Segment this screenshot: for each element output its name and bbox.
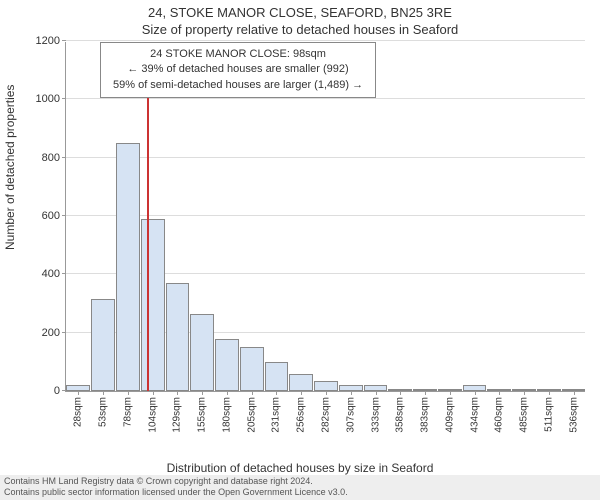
y-tick-mark xyxy=(62,215,66,216)
x-tick-mark xyxy=(276,391,277,395)
x-tick-label: 434sqm xyxy=(469,397,480,433)
x-tick-mark xyxy=(78,391,79,395)
x-tick-mark xyxy=(326,391,327,395)
y-tick-mark xyxy=(62,40,66,41)
x-tick-label: 78sqm xyxy=(122,397,133,427)
x-tick-mark xyxy=(549,391,550,395)
y-tick-label: 1000 xyxy=(36,93,60,105)
footer-attribution: Contains HM Land Registry data © Crown c… xyxy=(0,475,600,500)
x-tick-label: 256sqm xyxy=(296,397,307,433)
x-tick-mark xyxy=(227,391,228,395)
x-tick-label: 129sqm xyxy=(172,397,183,433)
x-tick-mark xyxy=(499,391,500,395)
y-tick-mark xyxy=(62,390,66,391)
histogram-bar xyxy=(314,381,338,391)
histogram-bar xyxy=(265,362,289,391)
x-tick-mark xyxy=(574,391,575,395)
x-tick-mark xyxy=(301,391,302,395)
x-tick-label: 536sqm xyxy=(568,397,579,433)
chart-subtitle: Size of property relative to detached ho… xyxy=(0,22,600,37)
x-tick-label: 307sqm xyxy=(345,397,356,433)
x-tick-label: 205sqm xyxy=(246,397,257,433)
info-box: 24 STOKE MANOR CLOSE: 98sqm ← 39% of det… xyxy=(100,42,376,98)
x-tick-mark xyxy=(425,391,426,395)
info-line-3: 59% of semi-detached houses are larger (… xyxy=(113,78,363,93)
x-tick-mark xyxy=(202,391,203,395)
x-tick-mark xyxy=(103,391,104,395)
histogram-bar xyxy=(91,299,115,391)
y-tick-mark xyxy=(62,273,66,274)
histogram-bar xyxy=(116,143,140,391)
histogram-bar xyxy=(240,347,264,391)
x-tick-mark xyxy=(400,391,401,395)
grid-line xyxy=(66,40,585,41)
x-tick-mark xyxy=(177,391,178,395)
x-tick-label: 231sqm xyxy=(271,397,282,433)
y-tick-label: 600 xyxy=(42,210,60,222)
x-tick-mark xyxy=(252,391,253,395)
info-line-1: 24 STOKE MANOR CLOSE: 98sqm xyxy=(113,47,363,62)
x-tick-mark xyxy=(153,391,154,395)
x-tick-label: 383sqm xyxy=(420,397,431,433)
y-tick-label: 1200 xyxy=(36,35,60,47)
grid-line xyxy=(66,98,585,99)
histogram-bar xyxy=(289,374,313,392)
x-tick-label: 282sqm xyxy=(321,397,332,433)
y-tick-mark xyxy=(62,98,66,99)
x-tick-mark xyxy=(376,391,377,395)
x-tick-mark xyxy=(450,391,451,395)
y-tick-label: 200 xyxy=(42,327,60,339)
x-tick-mark xyxy=(475,391,476,395)
x-tick-label: 180sqm xyxy=(221,397,232,433)
histogram-bar xyxy=(141,219,165,391)
y-tick-mark xyxy=(62,332,66,333)
x-tick-label: 409sqm xyxy=(444,397,455,433)
x-tick-mark xyxy=(128,391,129,395)
x-tick-label: 53sqm xyxy=(98,397,109,427)
x-axis-label: Distribution of detached houses by size … xyxy=(0,461,600,475)
x-tick-label: 333sqm xyxy=(370,397,381,433)
histogram-bar xyxy=(190,314,214,391)
x-tick-label: 104sqm xyxy=(147,397,158,433)
y-tick-mark xyxy=(62,157,66,158)
y-tick-label: 0 xyxy=(54,385,60,397)
chart-title: 24, STOKE MANOR CLOSE, SEAFORD, BN25 3RE xyxy=(0,5,600,20)
footer-line-2: Contains public sector information licen… xyxy=(4,487,596,499)
footer-line-1: Contains HM Land Registry data © Crown c… xyxy=(4,476,596,488)
x-tick-label: 28sqm xyxy=(73,397,84,427)
y-axis-label: Number of detached properties xyxy=(3,85,17,250)
histogram-bar xyxy=(166,283,190,391)
y-tick-label: 400 xyxy=(42,268,60,280)
x-tick-mark xyxy=(351,391,352,395)
x-tick-label: 460sqm xyxy=(494,397,505,433)
histogram-bar xyxy=(215,339,239,392)
y-tick-label: 800 xyxy=(42,152,60,164)
x-tick-label: 511sqm xyxy=(543,397,554,432)
x-tick-label: 485sqm xyxy=(519,397,530,433)
info-line-2: ← 39% of detached houses are smaller (99… xyxy=(113,62,363,77)
x-tick-label: 155sqm xyxy=(197,397,208,433)
grid-line xyxy=(66,157,585,158)
x-tick-label: 358sqm xyxy=(395,397,406,433)
x-tick-mark xyxy=(524,391,525,395)
grid-line xyxy=(66,215,585,216)
